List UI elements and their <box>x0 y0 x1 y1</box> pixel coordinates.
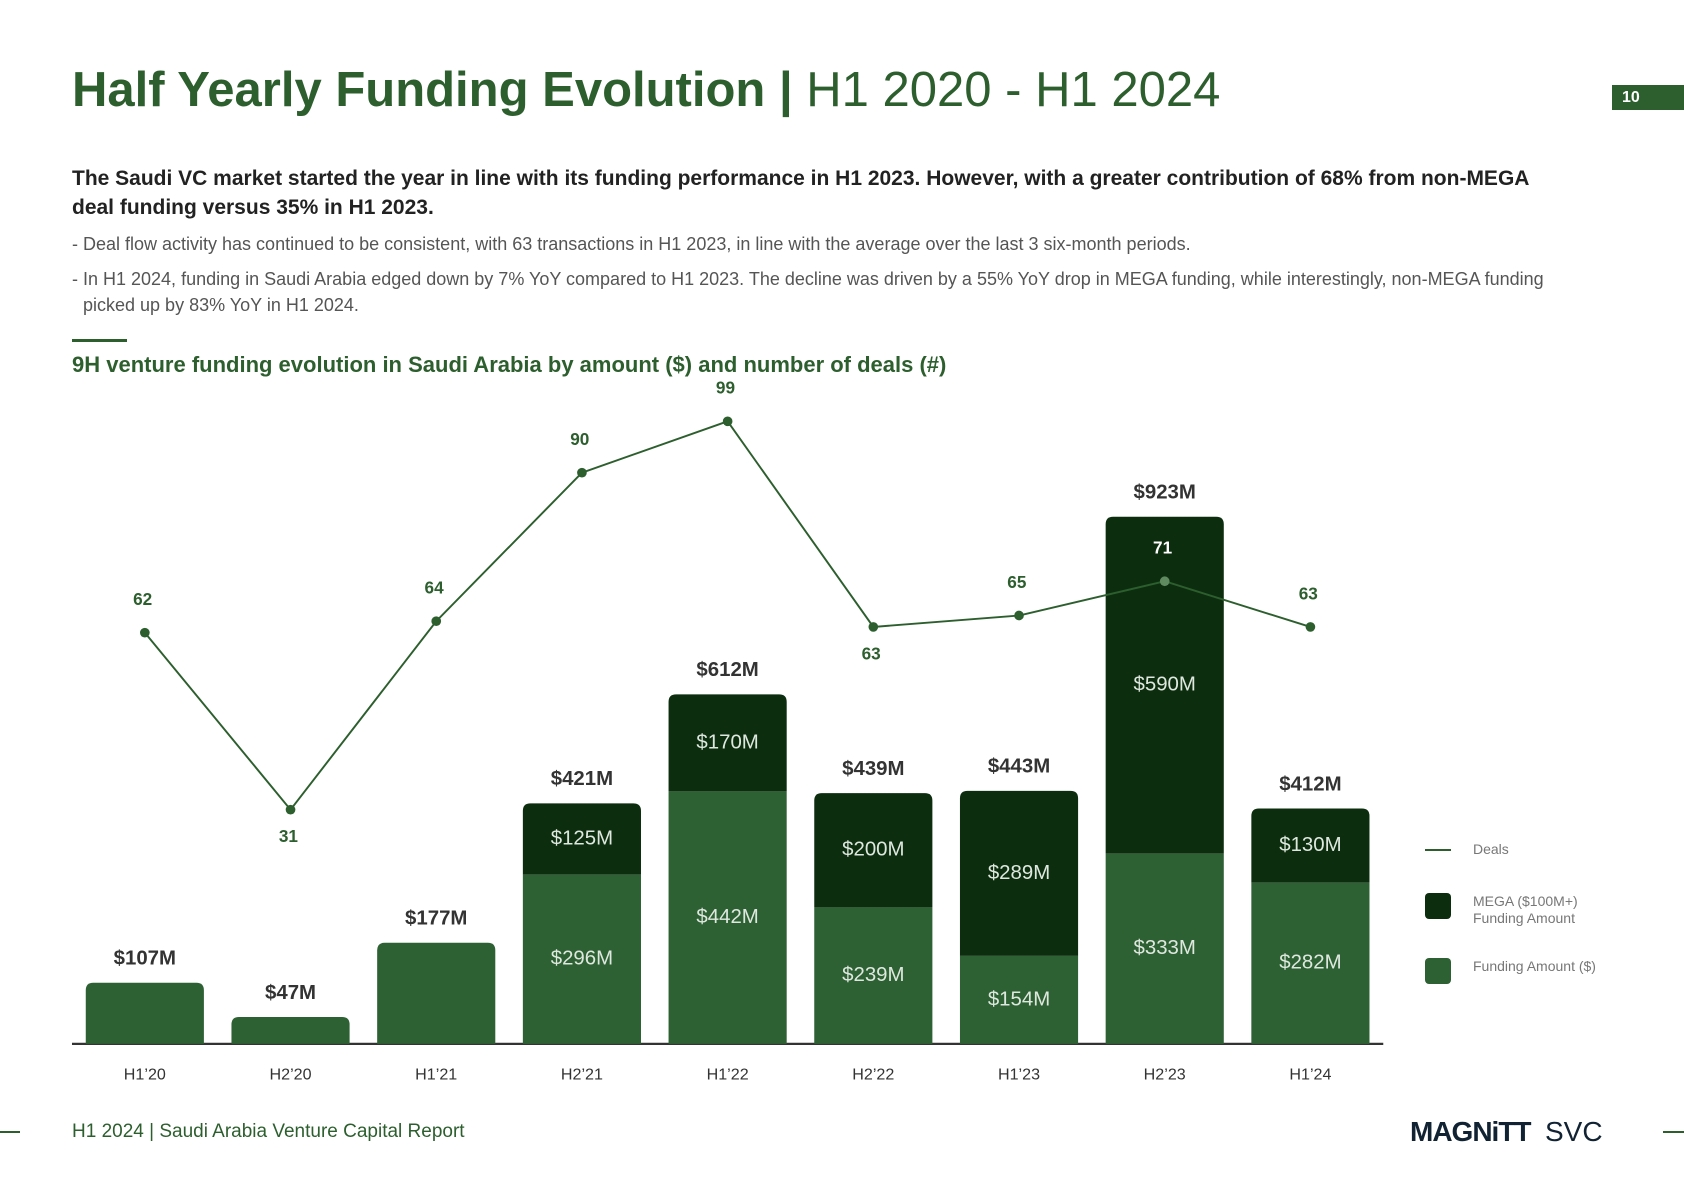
bar-segment <box>1251 882 1370 1044</box>
bar-segment <box>85 982 204 1044</box>
deal-label: 90 <box>570 429 589 449</box>
bullet: - In H1 2024, funding in Saudi Arabia ed… <box>72 269 1544 315</box>
bar-segment <box>959 955 1079 1044</box>
title-light: H1 2020 - H1 2024 <box>806 63 1221 117</box>
x-tick-label: H2’23 <box>1144 1065 1186 1083</box>
total-label: $412M <box>1279 773 1341 795</box>
legend-label: Funding Amount ($) <box>1473 958 1596 974</box>
value-label: $239M <box>842 964 904 986</box>
bar-segment <box>668 791 787 1044</box>
deal-label: 63 <box>862 643 881 663</box>
decor <box>0 1131 20 1133</box>
bar-segment <box>1105 516 1224 854</box>
legend-label: Deals <box>1473 841 1509 857</box>
logo: MAGNiTT <box>1410 1116 1532 1147</box>
deal-point <box>1305 622 1316 632</box>
deal-label: 99 <box>716 378 735 398</box>
total-label: $439M <box>842 758 904 780</box>
bar-segment <box>1251 808 1370 883</box>
value-label: $170M <box>696 731 758 753</box>
legend-item: Funding Amount ($) <box>1425 958 1675 984</box>
x-tick-label: H2’21 <box>561 1065 603 1083</box>
total-label: $612M <box>696 659 758 681</box>
value-label: $154M <box>988 988 1050 1010</box>
deal-point <box>285 804 296 815</box>
bullet: - Deal flow activity has continued to be… <box>72 234 1191 254</box>
bar-segment <box>377 942 496 1044</box>
title-bold: Half Yearly Funding Evolution | <box>72 63 793 117</box>
total-label: $107M <box>114 948 176 970</box>
value-label: $289M <box>988 862 1050 884</box>
value-label: $125M <box>551 828 613 850</box>
value-label: $200M <box>842 839 904 861</box>
deal-point <box>722 416 733 427</box>
divider <box>72 339 127 342</box>
deal-label: 31 <box>279 826 299 846</box>
x-tick-label: H2’22 <box>852 1065 894 1083</box>
page-number: 10 <box>1612 85 1684 110</box>
footer: H1 2024 | Saudi Arabia Venture Capital R… <box>72 1121 465 1142</box>
deal-point <box>1159 576 1170 587</box>
x-tick-label: H1’24 <box>1289 1065 1331 1083</box>
logo: SVC <box>1545 1116 1603 1147</box>
legend-swatch <box>1425 849 1451 851</box>
bar-segment <box>231 1017 350 1044</box>
lead-text: The Saudi VC market started the year in … <box>72 167 1529 219</box>
x-tick-label: H1’22 <box>707 1065 749 1083</box>
x-tick-label: H2’20 <box>270 1065 312 1083</box>
deal-point <box>140 627 150 638</box>
total-label: $177M <box>405 908 467 930</box>
bar-segment <box>959 790 1079 956</box>
bar-segment <box>1105 853 1224 1044</box>
value-label: $282M <box>1279 952 1341 974</box>
deal-point <box>868 622 879 632</box>
legend-swatch <box>1425 893 1451 919</box>
deal-point <box>431 616 442 627</box>
deal-point <box>577 467 587 478</box>
legend-label: MEGA ($100M+) Funding Amount <box>1473 893 1578 926</box>
value-label: $333M <box>1134 937 1196 959</box>
value-label: $296M <box>551 948 613 970</box>
value-label: $130M <box>1279 834 1341 856</box>
deal-label: 64 <box>425 578 445 598</box>
deal-label: 62 <box>133 589 152 609</box>
total-label: $443M <box>988 756 1050 778</box>
deal-label: 63 <box>1299 583 1318 603</box>
value-label: $442M <box>696 906 758 928</box>
decor <box>1663 1131 1684 1133</box>
bar-segment <box>814 907 933 1044</box>
page-title: Half Yearly Funding Evolution | H1 2020 … <box>72 62 1220 118</box>
x-tick-label: H1’23 <box>998 1065 1040 1083</box>
total-label: $421M <box>551 768 613 790</box>
bar-segment <box>814 793 933 908</box>
bar-segment <box>522 803 641 875</box>
legend-item: Deals <box>1425 841 1675 858</box>
deal-label: 71 <box>1153 538 1173 558</box>
deal-point <box>1014 610 1024 621</box>
deal-label: 65 <box>1007 572 1027 592</box>
total-label: $47M <box>265 982 316 1004</box>
legend-swatch <box>1425 958 1451 984</box>
legend-item: MEGA ($100M+) Funding Amount <box>1425 893 1675 927</box>
total-label: $923M <box>1134 481 1196 503</box>
x-tick-label: H1’20 <box>124 1065 166 1083</box>
x-tick-label: H1’21 <box>415 1065 457 1083</box>
bar-segment <box>668 694 787 792</box>
value-label: $590M <box>1134 674 1196 696</box>
chart-title: 9H venture funding evolution in Saudi Ar… <box>72 352 947 377</box>
bar-segment <box>522 874 641 1044</box>
